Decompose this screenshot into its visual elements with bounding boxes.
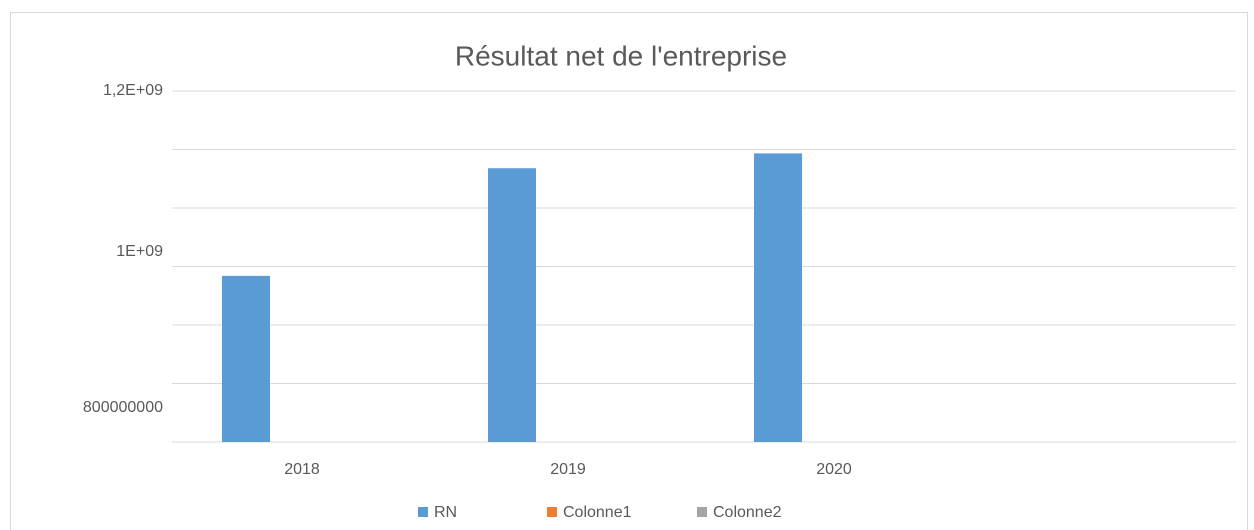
legend-marker (547, 507, 557, 517)
legend-marker (418, 507, 428, 517)
bar (754, 153, 802, 442)
y-tick-label: 1E+09 (116, 243, 163, 260)
legend-label: Colonne1 (563, 504, 632, 521)
chart-title: Résultat net de l'entreprise (455, 40, 787, 71)
x-tick-label: 2018 (284, 461, 320, 478)
y-tick-label: 1,2E+09 (103, 82, 163, 99)
legend-label: RN (434, 504, 457, 521)
y-tick-label: 800000000 (83, 399, 163, 416)
chart-frame (10, 12, 1248, 530)
bar (222, 275, 270, 442)
legend-label: Colonne2 (713, 504, 782, 521)
legend-marker (697, 507, 707, 517)
bar (488, 168, 536, 442)
x-tick-label: 2019 (550, 461, 586, 478)
x-tick-label: 2020 (816, 461, 852, 478)
